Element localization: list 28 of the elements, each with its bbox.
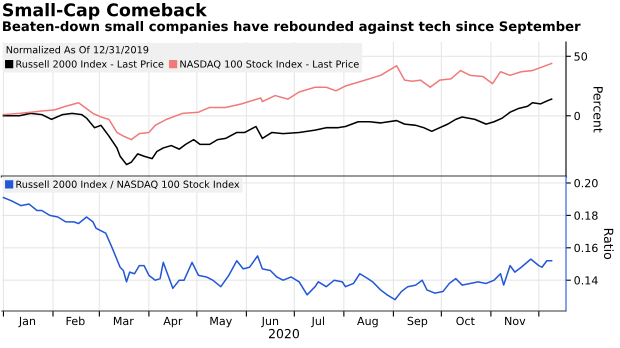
x-tick-label: Oct bbox=[456, 316, 475, 326]
y-axis-title: Ratio bbox=[604, 228, 614, 260]
y-tick-label: 0.18 bbox=[574, 211, 598, 220]
legend-label: NASDAQ 100 Stock Index - Last Price bbox=[180, 60, 359, 69]
chart-title: Small-Cap Comeback bbox=[3, 3, 208, 20]
x-tick-label: Sep bbox=[408, 316, 428, 328]
x-tick-label: Apr bbox=[163, 316, 182, 328]
x-tick-label: May bbox=[210, 316, 232, 328]
x-tick-label: Jun bbox=[261, 316, 278, 328]
x-tick-label: Jan bbox=[18, 316, 36, 328]
y-tick-label: 0.14 bbox=[574, 276, 598, 285]
x-tick-label: Mar bbox=[114, 316, 134, 326]
y-axis-title: Percent bbox=[593, 86, 603, 132]
legend-label: Russell 2000 Index / NASDAQ 100 Stock Index bbox=[16, 180, 240, 190]
x-axis-title: 2020 bbox=[268, 328, 300, 338]
y-tick-label: 0 bbox=[574, 112, 580, 120]
x-tick-label: Feb bbox=[66, 316, 85, 326]
x-tick-label: Jul bbox=[311, 316, 324, 328]
chart-subtitle: Beaten-down small companies have rebounded against tech since September bbox=[3, 21, 581, 34]
y-tick-label: 50 bbox=[574, 52, 588, 61]
legend-title: Normalized As Of 12/31/2019 bbox=[6, 46, 148, 54]
line-series bbox=[2, 196, 552, 300]
line-series bbox=[2, 98, 552, 166]
x-tick-label: Aug bbox=[357, 316, 378, 328]
y-tick-label: 0.20 bbox=[574, 178, 598, 188]
y-tick-label: 0.16 bbox=[574, 244, 598, 252]
legend-label: Russell 2000 Index - Last Price bbox=[16, 60, 164, 68]
x-tick-label: Nov bbox=[505, 316, 526, 326]
